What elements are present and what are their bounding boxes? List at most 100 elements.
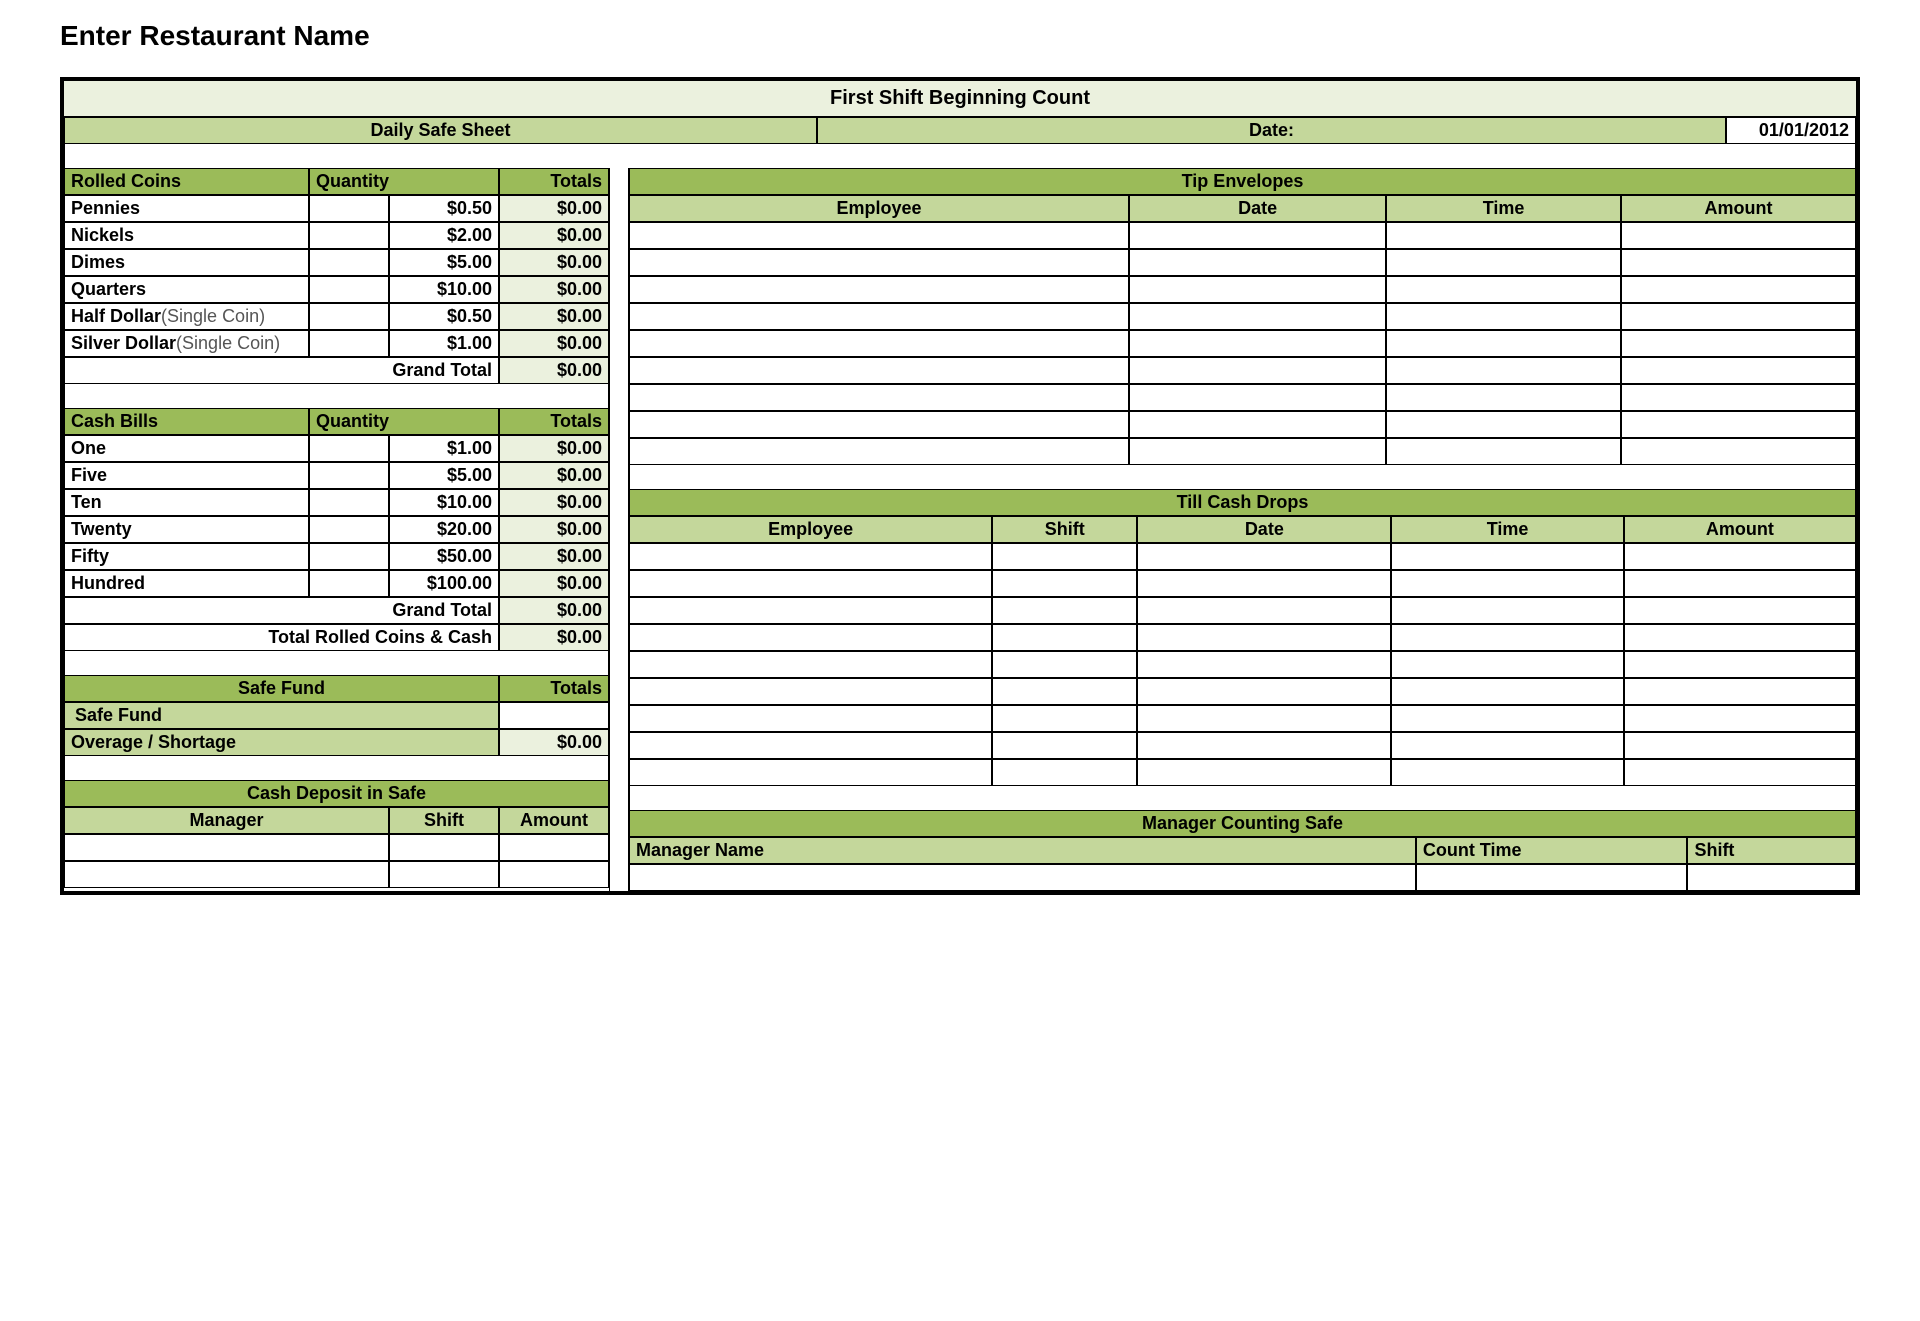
bill-qty[interactable] bbox=[309, 516, 389, 543]
till-amount-cell[interactable] bbox=[1624, 570, 1856, 597]
tip-time-cell[interactable] bbox=[1386, 330, 1621, 357]
till-date-cell[interactable] bbox=[1137, 678, 1391, 705]
coin-qty[interactable] bbox=[309, 330, 389, 357]
tip-amount-cell[interactable] bbox=[1621, 276, 1856, 303]
till-time-cell[interactable] bbox=[1391, 732, 1623, 759]
till-amount-cell[interactable] bbox=[1624, 543, 1856, 570]
tip-date-cell[interactable] bbox=[1129, 384, 1386, 411]
tip-date-cell[interactable] bbox=[1129, 222, 1386, 249]
tip-time-cell[interactable] bbox=[1386, 303, 1621, 330]
till-date-cell[interactable] bbox=[1137, 732, 1391, 759]
tip-date-cell[interactable] bbox=[1129, 249, 1386, 276]
coin-qty[interactable] bbox=[309, 249, 389, 276]
tip-date-cell[interactable] bbox=[1129, 411, 1386, 438]
deposit-shift-cell[interactable] bbox=[389, 834, 499, 861]
coin-qty[interactable] bbox=[309, 195, 389, 222]
till-date-cell[interactable] bbox=[1137, 597, 1391, 624]
till-shift-cell[interactable] bbox=[992, 570, 1137, 597]
coin-qty[interactable] bbox=[309, 303, 389, 330]
till-date-cell[interactable] bbox=[1137, 570, 1391, 597]
tip-amount-cell[interactable] bbox=[1621, 303, 1856, 330]
tip-employee-cell[interactable] bbox=[629, 222, 1129, 249]
bill-qty[interactable] bbox=[309, 489, 389, 516]
till-shift-cell[interactable] bbox=[992, 678, 1137, 705]
tip-date-cell[interactable] bbox=[1129, 276, 1386, 303]
till-time-cell[interactable] bbox=[1391, 678, 1623, 705]
till-employee-cell[interactable] bbox=[629, 570, 992, 597]
till-time-cell[interactable] bbox=[1391, 651, 1623, 678]
tip-time-cell[interactable] bbox=[1386, 438, 1621, 465]
till-amount-cell[interactable] bbox=[1624, 678, 1856, 705]
tip-date-cell[interactable] bbox=[1129, 438, 1386, 465]
coin-qty[interactable] bbox=[309, 222, 389, 249]
till-date-cell[interactable] bbox=[1137, 543, 1391, 570]
till-time-cell[interactable] bbox=[1391, 543, 1623, 570]
tip-amount-cell[interactable] bbox=[1621, 222, 1856, 249]
tip-employee-cell[interactable] bbox=[629, 276, 1129, 303]
till-amount-cell[interactable] bbox=[1624, 705, 1856, 732]
tip-employee-cell[interactable] bbox=[629, 249, 1129, 276]
tip-date-cell[interactable] bbox=[1129, 357, 1386, 384]
till-time-cell[interactable] bbox=[1391, 624, 1623, 651]
till-date-cell[interactable] bbox=[1137, 651, 1391, 678]
bill-qty[interactable] bbox=[309, 462, 389, 489]
tip-time-cell[interactable] bbox=[1386, 249, 1621, 276]
till-shift-cell[interactable] bbox=[992, 651, 1137, 678]
till-time-cell[interactable] bbox=[1391, 759, 1623, 786]
tip-amount-cell[interactable] bbox=[1621, 384, 1856, 411]
till-time-cell[interactable] bbox=[1391, 597, 1623, 624]
till-date-cell[interactable] bbox=[1137, 705, 1391, 732]
tip-employee-cell[interactable] bbox=[629, 303, 1129, 330]
till-shift-cell[interactable] bbox=[992, 732, 1137, 759]
deposit-manager-cell[interactable] bbox=[64, 861, 389, 888]
tip-time-cell[interactable] bbox=[1386, 276, 1621, 303]
till-shift-cell[interactable] bbox=[992, 624, 1137, 651]
bill-qty[interactable] bbox=[309, 435, 389, 462]
mgr-time-cell[interactable] bbox=[1416, 864, 1688, 891]
deposit-amount-cell[interactable] bbox=[499, 861, 609, 888]
till-employee-cell[interactable] bbox=[629, 732, 992, 759]
tip-time-cell[interactable] bbox=[1386, 384, 1621, 411]
till-employee-cell[interactable] bbox=[629, 651, 992, 678]
till-amount-cell[interactable] bbox=[1624, 624, 1856, 651]
till-date-cell[interactable] bbox=[1137, 759, 1391, 786]
till-amount-cell[interactable] bbox=[1624, 759, 1856, 786]
till-shift-cell[interactable] bbox=[992, 543, 1137, 570]
till-time-cell[interactable] bbox=[1391, 705, 1623, 732]
tip-employee-cell[interactable] bbox=[629, 357, 1129, 384]
till-employee-cell[interactable] bbox=[629, 543, 992, 570]
tip-employee-cell[interactable] bbox=[629, 384, 1129, 411]
tip-amount-cell[interactable] bbox=[1621, 249, 1856, 276]
till-shift-cell[interactable] bbox=[992, 705, 1137, 732]
mgr-shift-cell[interactable] bbox=[1687, 864, 1856, 891]
safe-fund-value[interactable] bbox=[499, 702, 609, 729]
tip-amount-cell[interactable] bbox=[1621, 438, 1856, 465]
tip-amount-cell[interactable] bbox=[1621, 330, 1856, 357]
tip-time-cell[interactable] bbox=[1386, 411, 1621, 438]
tip-employee-cell[interactable] bbox=[629, 411, 1129, 438]
deposit-manager-cell[interactable] bbox=[64, 834, 389, 861]
tip-time-cell[interactable] bbox=[1386, 222, 1621, 249]
tip-employee-cell[interactable] bbox=[629, 438, 1129, 465]
deposit-shift-cell[interactable] bbox=[389, 861, 499, 888]
till-amount-cell[interactable] bbox=[1624, 597, 1856, 624]
tip-employee-cell[interactable] bbox=[629, 330, 1129, 357]
till-employee-cell[interactable] bbox=[629, 759, 992, 786]
till-date-cell[interactable] bbox=[1137, 624, 1391, 651]
tip-amount-cell[interactable] bbox=[1621, 411, 1856, 438]
coin-qty[interactable] bbox=[309, 276, 389, 303]
tip-amount-cell[interactable] bbox=[1621, 357, 1856, 384]
tip-date-cell[interactable] bbox=[1129, 303, 1386, 330]
date-value[interactable]: 01/01/2012 bbox=[1726, 117, 1856, 144]
deposit-amount-cell[interactable] bbox=[499, 834, 609, 861]
mgr-name-cell[interactable] bbox=[629, 864, 1416, 891]
tip-time-cell[interactable] bbox=[1386, 357, 1621, 384]
till-employee-cell[interactable] bbox=[629, 624, 992, 651]
till-shift-cell[interactable] bbox=[992, 759, 1137, 786]
till-time-cell[interactable] bbox=[1391, 570, 1623, 597]
till-shift-cell[interactable] bbox=[992, 597, 1137, 624]
tip-date-cell[interactable] bbox=[1129, 330, 1386, 357]
bill-qty[interactable] bbox=[309, 543, 389, 570]
till-amount-cell[interactable] bbox=[1624, 651, 1856, 678]
bill-qty[interactable] bbox=[309, 570, 389, 597]
